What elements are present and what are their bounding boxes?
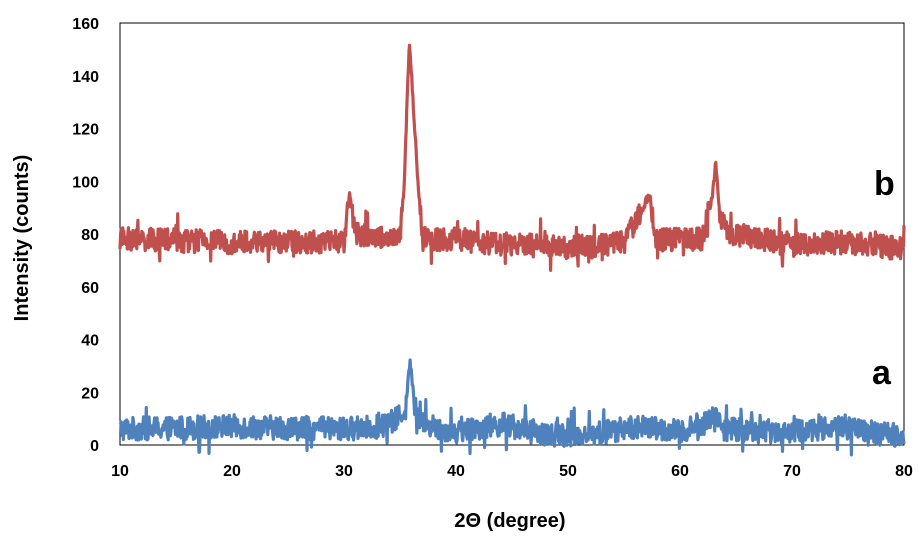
y-axis-title: Intensity (counts) [11, 155, 33, 322]
y-tick-label: 80 [81, 227, 99, 244]
x-tick-label: 30 [335, 463, 353, 480]
y-tick-label: 120 [72, 122, 99, 139]
series-label-a: a [872, 354, 892, 392]
y-axis-tick-labels: 0 20 40 60 80 100 120 140 160 [72, 16, 99, 455]
x-axis-title: 2Θ (degree) [454, 510, 565, 532]
x-tick-label: 70 [783, 463, 801, 480]
series-line-a [118, 358, 906, 457]
y-tick-label: 160 [72, 16, 99, 33]
y-tick-label: 40 [81, 333, 99, 350]
x-tick-label: 10 [111, 463, 129, 480]
x-tick-label: 20 [223, 463, 241, 480]
x-axis-tick-labels: 10 20 30 40 50 60 70 80 [111, 463, 913, 480]
y-tick-label: 140 [72, 69, 99, 86]
y-tick-label: 100 [72, 174, 99, 191]
series-layer [118, 43, 906, 457]
x-tick-label: 60 [671, 463, 689, 480]
series-line-b [118, 43, 906, 272]
y-tick-label: 0 [90, 438, 99, 455]
series-label-b: b [874, 165, 895, 203]
y-tick-label: 20 [81, 385, 99, 402]
x-tick-label: 40 [447, 463, 465, 480]
x-tick-label: 80 [895, 463, 913, 480]
y-tick-label: 60 [81, 280, 99, 297]
x-tick-label: 50 [559, 463, 577, 480]
